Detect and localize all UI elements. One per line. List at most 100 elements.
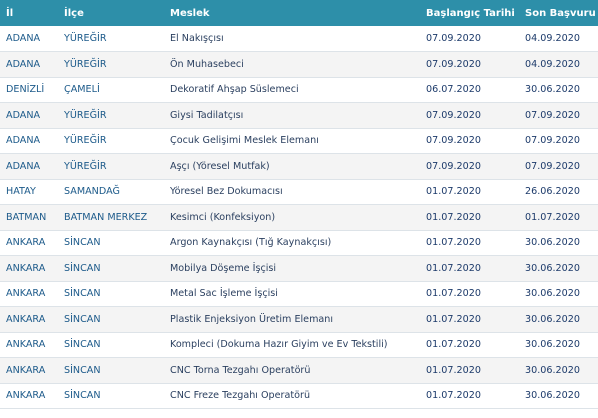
cell-baslangic-tarihi: 01.07.2020	[420, 179, 519, 205]
cell-meslek: Kesimci (Konfeksiyon)	[164, 204, 420, 231]
cell-son-basvuru: 30.06.2020	[519, 306, 598, 333]
cell-il: BATMAN	[0, 204, 58, 231]
cell-baslangic-tarihi: 01.07.2020	[420, 332, 519, 358]
cell-il: HATAY	[0, 179, 58, 205]
table-body: ADANA YÜREĞİR El Nakışçısı 07.09.2020 04.09.…	[0, 26, 598, 409]
cell-son-basvuru: 30.06.2020	[519, 357, 598, 384]
cell-baslangic-tarihi: 01.07.2020	[420, 357, 519, 384]
column-header-il[interactable]: İl	[0, 0, 58, 26]
cell-son-basvuru: 07.09.2020	[519, 102, 598, 129]
table-row[interactable]: ADANA YÜREĞİR Ön Muhasebeci 07.09.2020 04.09…	[0, 51, 598, 78]
cell-baslangic-tarihi: 07.09.2020	[420, 153, 519, 180]
cell-il: ANKARA	[0, 332, 58, 358]
cell-meslek: Yöresel Bez Dokumacısı	[164, 179, 420, 205]
cell-il: ANKARA	[0, 383, 58, 409]
cell-son-basvuru: 26.06.2020	[519, 179, 598, 205]
cell-il: ADANA	[0, 153, 58, 180]
cell-ilce: ÇAMELİ	[58, 77, 164, 103]
table-header: İl İlçe Meslek Başlangıç Tarihi Son Başv…	[0, 0, 598, 26]
cell-ilce: YÜREĞİR	[58, 26, 164, 52]
cell-ilce: YÜREĞİR	[58, 102, 164, 129]
cell-ilce: YÜREĞİR	[58, 153, 164, 180]
cell-son-basvuru: 30.06.2020	[519, 332, 598, 358]
table-row[interactable]: ANKARA SİNCAN Mobilya Döşeme İşçisi 01.07.2…	[0, 255, 598, 282]
cell-ilce: SİNCAN	[58, 255, 164, 282]
cell-il: ADANA	[0, 102, 58, 129]
table-row[interactable]: ANKARA SİNCAN Plastik Enjeksiyon Üretim El…	[0, 306, 598, 333]
cell-son-basvuru: 07.09.2020	[519, 128, 598, 154]
cell-meslek: Mobilya Döşeme İşçisi	[164, 255, 420, 282]
cell-ilce: SİNCAN	[58, 357, 164, 384]
cell-ilce: SİNCAN	[58, 332, 164, 358]
cell-ilce: SAMANDAĞ	[58, 179, 164, 205]
header-row: İl İlçe Meslek Başlangıç Tarihi Son Başv…	[0, 0, 598, 26]
cell-meslek: Ön Muhasebeci	[164, 51, 420, 78]
table-row[interactable]: BATMAN BATMAN MERKEZ Kesimci (Konfeksiyon)…	[0, 204, 598, 231]
cell-meslek: Kompleci (Dokuma Hazır Giyim ve Ev Tekst…	[164, 332, 420, 358]
table-row[interactable]: ADANA YÜREĞİR Aşçı (Yöresel Mutfak) 07.09.2…	[0, 153, 598, 180]
cell-baslangic-tarihi: 07.09.2020	[420, 102, 519, 129]
cell-meslek: Çocuk Gelişimi Meslek Elemanı	[164, 128, 420, 154]
cell-meslek: Metal Sac İşleme İşçisi	[164, 281, 420, 307]
cell-son-basvuru: 04.09.2020	[519, 51, 598, 78]
cell-ilce: SİNCAN	[58, 281, 164, 307]
cell-ilce: YÜREĞİR	[58, 128, 164, 154]
cell-meslek: Argon Kaynakçısı (Tığ Kaynakçısı)	[164, 230, 420, 256]
cell-meslek: Aşçı (Yöresel Mutfak)	[164, 153, 420, 180]
cell-baslangic-tarihi: 01.07.2020	[420, 383, 519, 409]
cell-il: ADANA	[0, 51, 58, 78]
cell-ilce: SİNCAN	[58, 383, 164, 409]
table-row[interactable]: DENİZLİ ÇAMELİ Dekoratif Ahşap Süslemeci 06…	[0, 77, 598, 103]
cell-meslek: Plastik Enjeksiyon Üretim Elemanı	[164, 306, 420, 333]
cell-il: ANKARA	[0, 306, 58, 333]
cell-il: ANKARA	[0, 281, 58, 307]
table-row[interactable]: ANKARA SİNCAN CNC Torna Tezgahı Operatörü 0…	[0, 357, 598, 384]
cell-il: ANKARA	[0, 255, 58, 282]
cell-baslangic-tarihi: 01.07.2020	[420, 255, 519, 282]
cell-il: ANKARA	[0, 230, 58, 256]
cell-son-basvuru: 30.06.2020	[519, 230, 598, 256]
column-header-meslek[interactable]: Meslek	[164, 0, 420, 26]
cell-son-basvuru: 30.06.2020	[519, 255, 598, 282]
cell-son-basvuru: 30.06.2020	[519, 77, 598, 103]
cell-ilce: BATMAN MERKEZ	[58, 204, 164, 231]
table-row[interactable]: ANKARA SİNCAN Argon Kaynakçısı (Tığ Kaynak…	[0, 230, 598, 256]
cell-ilce: YÜREĞİR	[58, 51, 164, 78]
cell-ilce: SİNCAN	[58, 230, 164, 256]
cell-il: DENİZLİ	[0, 77, 58, 103]
cell-baslangic-tarihi: 07.09.2020	[420, 51, 519, 78]
cell-baslangic-tarihi: 06.07.2020	[420, 77, 519, 103]
cell-il: ADANA	[0, 26, 58, 52]
cell-meslek: Giysi Tadilatçısı	[164, 102, 420, 129]
table-row[interactable]: ADANA YÜREĞİR Giysi Tadilatçısı 07.09.2020 0…	[0, 102, 598, 129]
cell-son-basvuru: 30.06.2020	[519, 383, 598, 409]
column-header-son-basvuru[interactable]: Son Başvuru	[519, 0, 598, 26]
cell-il: ADANA	[0, 128, 58, 154]
table-row[interactable]: ADANA YÜREĞİR El Nakışçısı 07.09.2020 04.09.…	[0, 26, 598, 52]
table-row[interactable]: ANKARA SİNCAN CNC Freze Tezgahı Operatörü 0…	[0, 383, 598, 409]
cell-il: ANKARA	[0, 357, 58, 384]
table-row[interactable]: HATAY SAMANDAĞ Yöresel Bez Dokumacısı 01.07…	[0, 179, 598, 205]
cell-baslangic-tarihi: 01.07.2020	[420, 230, 519, 256]
cell-son-basvuru: 30.06.2020	[519, 281, 598, 307]
cell-son-basvuru: 07.09.2020	[519, 153, 598, 180]
job-listings-table: İl İlçe Meslek Başlangıç Tarihi Son Başv…	[0, 0, 598, 409]
cell-baslangic-tarihi: 01.07.2020	[420, 306, 519, 333]
cell-baslangic-tarihi: 07.09.2020	[420, 128, 519, 154]
table-row[interactable]: ANKARA SİNCAN Kompleci (Dokuma Hazır Giyim…	[0, 332, 598, 358]
cell-ilce: SİNCAN	[58, 306, 164, 333]
cell-baslangic-tarihi: 01.07.2020	[420, 204, 519, 231]
cell-meslek: CNC Torna Tezgahı Operatörü	[164, 357, 420, 384]
cell-baslangic-tarihi: 01.07.2020	[420, 281, 519, 307]
column-header-baslangic-tarihi[interactable]: Başlangıç Tarihi	[420, 0, 519, 26]
cell-meslek: El Nakışçısı	[164, 26, 420, 52]
cell-son-basvuru: 04.09.2020	[519, 26, 598, 52]
column-header-ilce[interactable]: İlçe	[58, 0, 164, 26]
cell-son-basvuru: 01.07.2020	[519, 204, 598, 231]
table-row[interactable]: ADANA YÜREĞİR Çocuk Gelişimi Meslek Eleman…	[0, 128, 598, 154]
cell-baslangic-tarihi: 07.09.2020	[420, 26, 519, 52]
cell-meslek: CNC Freze Tezgahı Operatörü	[164, 383, 420, 409]
cell-meslek: Dekoratif Ahşap Süslemeci	[164, 77, 420, 103]
table-row[interactable]: ANKARA SİNCAN Metal Sac İşleme İşçisi 01.07…	[0, 281, 598, 307]
